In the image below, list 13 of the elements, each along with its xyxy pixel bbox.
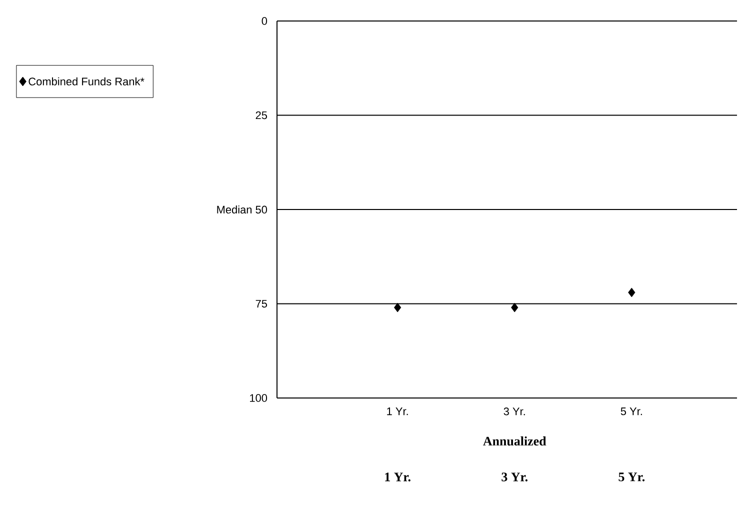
- y-tick-label: Median 50: [217, 205, 268, 214]
- legend-label: Combined Funds Rank*: [28, 77, 144, 86]
- y-tick-label: 0: [262, 17, 268, 25]
- y-tick-label: 75: [256, 300, 268, 308]
- text: Annualized: [483, 436, 546, 446]
- x-tick-label: 5 Yr.: [620, 408, 642, 416]
- x-tick-label: 1 Yr.: [387, 408, 408, 416]
- text: 1 Yr.: [385, 472, 410, 482]
- text: 5 Yr.: [618, 472, 645, 482]
- y-tick-label: 25: [256, 111, 268, 120]
- text: 3 Yr.: [502, 472, 528, 482]
- y-tick-label: 100: [250, 394, 268, 402]
- x-tick-label: 3 Yr.: [504, 408, 525, 416]
